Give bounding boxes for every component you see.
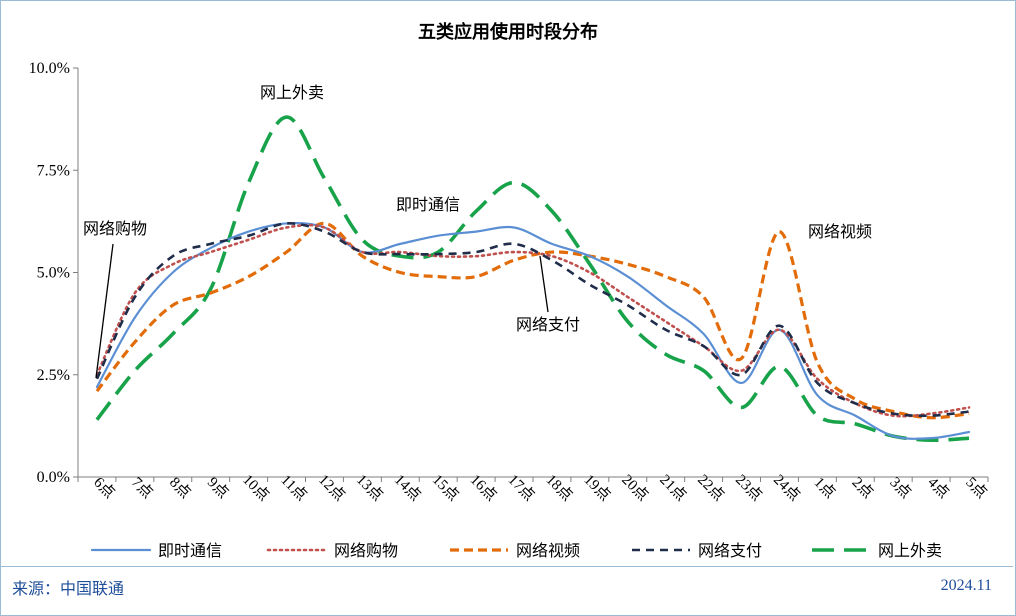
annotation-label: 网络购物 xyxy=(83,219,147,238)
x-tick-label: 3点 xyxy=(886,474,914,502)
legend-label: 网上外卖 xyxy=(878,541,942,560)
legend-label: 网络支付 xyxy=(698,541,762,560)
footer-divider xyxy=(1,566,1013,567)
x-tick-label: 8点 xyxy=(166,474,194,502)
x-tick-label: 22点 xyxy=(694,471,727,504)
legend: 即时通信 网络购物 网络视频 网络支付 网上外卖 xyxy=(90,541,942,560)
legend-label: 网络视频 xyxy=(516,541,580,560)
series-line xyxy=(95,223,971,418)
x-tick-label: 4点 xyxy=(924,474,952,502)
date-label: 2024.11 xyxy=(940,577,992,594)
x-tick-label: 7点 xyxy=(128,474,156,502)
y-tick-label: 10.0% xyxy=(29,60,70,77)
x-tick-label: 5点 xyxy=(962,474,990,502)
x-tick-label: 6点 xyxy=(90,474,118,502)
annotation-label: 即时通信 xyxy=(396,195,460,214)
x-tick-label: 24点 xyxy=(770,471,803,504)
x-tick-label: 17点 xyxy=(505,471,538,504)
legend-label: 即时通信 xyxy=(158,541,222,560)
annotation-label: 网上外卖 xyxy=(260,83,324,102)
x-tick-label: 21点 xyxy=(656,471,689,504)
y-tick-label: 0.0% xyxy=(37,469,70,486)
x-tick-label: 10点 xyxy=(239,471,272,504)
chart-title: 五类应用使用时段分布 xyxy=(418,21,598,43)
source-note: 来源：中国联通 xyxy=(12,579,125,598)
x-tick-label: 20点 xyxy=(618,471,651,504)
annotation-leader xyxy=(539,255,549,313)
x-tick-label: 12点 xyxy=(315,471,348,504)
x-tick-label: 14点 xyxy=(391,471,424,504)
x-tick-label: 13点 xyxy=(353,471,386,504)
x-tick-label: 23点 xyxy=(732,471,765,504)
series-layer xyxy=(95,115,971,443)
x-tick-label: 2点 xyxy=(849,474,877,502)
x-tick-label: 15点 xyxy=(429,471,462,504)
series-line xyxy=(95,221,970,420)
series-line xyxy=(95,115,970,443)
annotation-leader xyxy=(95,243,114,379)
y-tick-label: 5.0% xyxy=(37,265,70,282)
series-line xyxy=(95,222,970,418)
x-tick-label: 19点 xyxy=(580,471,613,504)
y-tick-label: 7.5% xyxy=(37,162,70,179)
x-tick-label: 1点 xyxy=(811,474,839,502)
x-tick-label: 9点 xyxy=(204,474,232,502)
annotation-label: 网络视频 xyxy=(808,222,872,241)
series-line xyxy=(95,222,971,440)
annotation-label: 网络支付 xyxy=(516,315,580,334)
x-tick-label: 18点 xyxy=(543,471,576,504)
x-tick-label: 16点 xyxy=(467,471,500,504)
legend-label: 网络购物 xyxy=(334,541,398,560)
y-tick-label: 2.5% xyxy=(37,367,70,384)
axes: 0.0% 2.5% 5.0% 7.5% 10.0% 6点 7点 8点 9点 10点 11点 12点 13… xyxy=(29,60,991,504)
x-tick-label: 11点 xyxy=(277,471,310,504)
